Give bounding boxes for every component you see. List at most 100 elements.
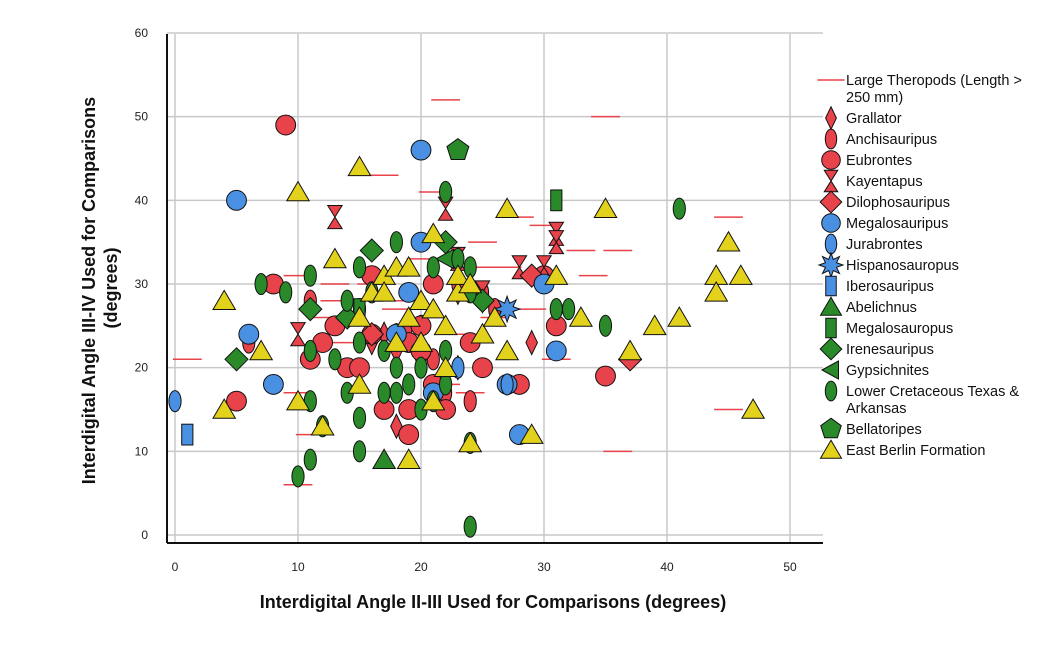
legend-marker [820,417,842,439]
legend-marker [825,275,837,297]
data-point [352,406,367,429]
data-point [421,389,446,411]
x-tick-label: 30 [537,560,551,574]
data-point [389,381,403,404]
legend-label: Grallator [846,111,902,127]
y-axis-title: Interdigital Angle III-IV Used for Compa… [79,92,121,484]
data-point [741,398,766,419]
data-point [433,314,458,336]
legend-label: Jurabrontes [846,237,923,253]
data-point [562,298,576,321]
y-axis-title-line-2: (degrees) [101,247,121,328]
data-point [433,356,458,377]
data-point [359,238,385,263]
legend-item-14: Lower Cretaceous Texas &Arkansas [824,380,1019,417]
legend-marker [824,233,838,255]
data-point [396,448,421,469]
legend-item-6: Megalosauripus [821,213,948,233]
data-point [303,339,317,362]
data-point [544,264,569,285]
legend-label: Arkansas [846,401,906,417]
data-point [642,314,667,336]
legend-label: Megalosauripus [846,216,948,232]
legend-item-1: Grallator [825,105,902,131]
series-14 [254,180,686,538]
legend-marker [824,380,838,402]
legend-marker [819,337,843,361]
legend-label: Eubrontes [846,153,912,169]
legend-label: Abelichnus [846,300,917,316]
data-point [224,347,249,372]
legend-item-2: Anchisauripus [824,128,937,150]
data-point [372,448,397,469]
data-point [598,314,613,337]
series-16 [212,155,766,469]
data-point [414,356,428,379]
y-tick-label: 20 [135,361,149,375]
data-point [704,280,729,302]
data-point [593,197,618,218]
x-tick-label: 20 [414,560,428,574]
legend-item-9: Iberosauripus [825,275,934,297]
data-point [285,180,311,202]
data-point [519,423,544,444]
data-point [359,321,385,347]
data-point [439,180,453,204]
x-axis-title: Interdigital Angle II-III Used for Compa… [260,592,726,612]
legend-marker [819,296,843,316]
data-point [291,465,305,488]
data-point [549,298,563,321]
data-point [340,289,354,312]
legend-item-10: Abelichnus [819,296,917,316]
data-point [226,189,247,211]
legend-marker [819,439,843,459]
data-point [548,230,565,255]
data-point [181,423,194,446]
data-point [495,339,520,361]
data-point [212,398,237,419]
legend-label: 250 mm) [846,90,903,106]
x-tick-label: 50 [783,560,797,574]
data-point [421,222,446,244]
legend-item-3: Eubrontes [821,150,912,170]
legend-label: Iberosauripus [846,279,934,295]
x-tick-label: 0 [172,560,179,574]
legend-item-16: East Berlin Formation [819,439,985,459]
legend-label: Hispanosauropus [846,258,959,274]
legend-marker [817,251,845,279]
series-8 [492,294,522,324]
axes [166,34,823,544]
data-point [568,306,593,327]
data-point [352,440,367,463]
legend-label: Anchisauripus [846,132,937,148]
legend-item-0: Large Theropods (Length >250 mm) [817,73,1022,106]
legend-item-8: Hispanosauropus [817,251,959,279]
data-point [439,373,453,396]
data-point [410,139,432,161]
data-point [347,306,372,327]
data-point [238,323,260,345]
data-point [492,294,522,324]
series-9 [181,423,194,446]
legend-marker [819,190,843,214]
legend-marker [825,105,837,131]
data-point [446,137,470,160]
legend-item-11: Megalosauropus [825,317,953,339]
legend-label: Dilophosauripus [846,195,950,211]
legend-marker [821,150,841,170]
data-point [389,356,403,379]
data-point [262,373,284,395]
data-point [667,306,692,327]
data-point [728,264,753,285]
legend: Large Theropods (Length >250 mm) Grallato… [817,73,1022,459]
data-point [226,390,247,412]
data-point [426,256,440,279]
data-point [347,373,372,394]
data-point [303,264,317,287]
data-point [352,331,367,354]
legend-marker [824,128,838,150]
data-point [285,389,311,411]
data-point [398,424,420,446]
data-point [672,197,686,220]
y-tick-label: 30 [135,277,149,291]
